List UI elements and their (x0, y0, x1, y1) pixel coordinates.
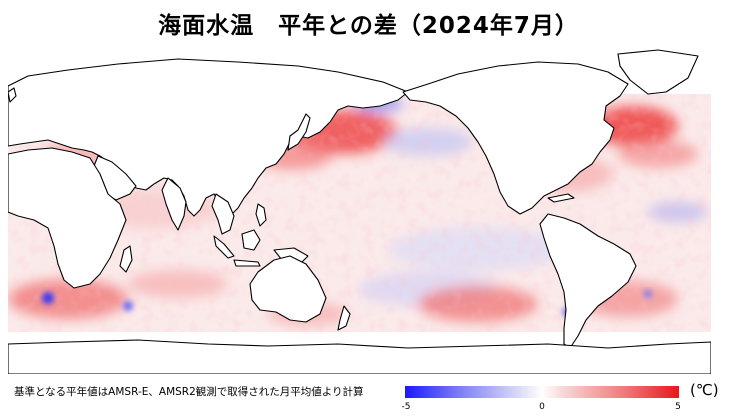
north-america (402, 61, 629, 215)
colorbar-tick-min: -5 (401, 402, 411, 412)
greenland (617, 49, 699, 95)
japan (287, 113, 311, 151)
south-america (539, 213, 637, 349)
java (233, 259, 261, 267)
madagascar (119, 245, 133, 273)
indochina (211, 193, 235, 235)
australia (249, 255, 327, 323)
antarctica (8, 339, 711, 374)
britain (8, 87, 17, 103)
land (8, 49, 711, 374)
colorbar-unit: (℃) (690, 381, 719, 399)
colorbar (405, 386, 679, 398)
india (161, 177, 187, 231)
footnote: 基準となる平年値はAMSR-E、AMSR2観測で取得された月平均値より計算 (14, 386, 364, 398)
sst-anomaly-map (8, 49, 711, 374)
colorbar-tick-max: 5 (675, 402, 681, 412)
africa (8, 147, 127, 289)
new-zealand (337, 305, 351, 331)
colorbar-tick-zero: 0 (539, 402, 545, 412)
philippines (255, 203, 267, 227)
sumatra (213, 235, 235, 259)
map-title: 海面水温 平年との差（2024年7月） (158, 13, 579, 39)
cuba (547, 193, 575, 203)
borneo (241, 229, 261, 251)
